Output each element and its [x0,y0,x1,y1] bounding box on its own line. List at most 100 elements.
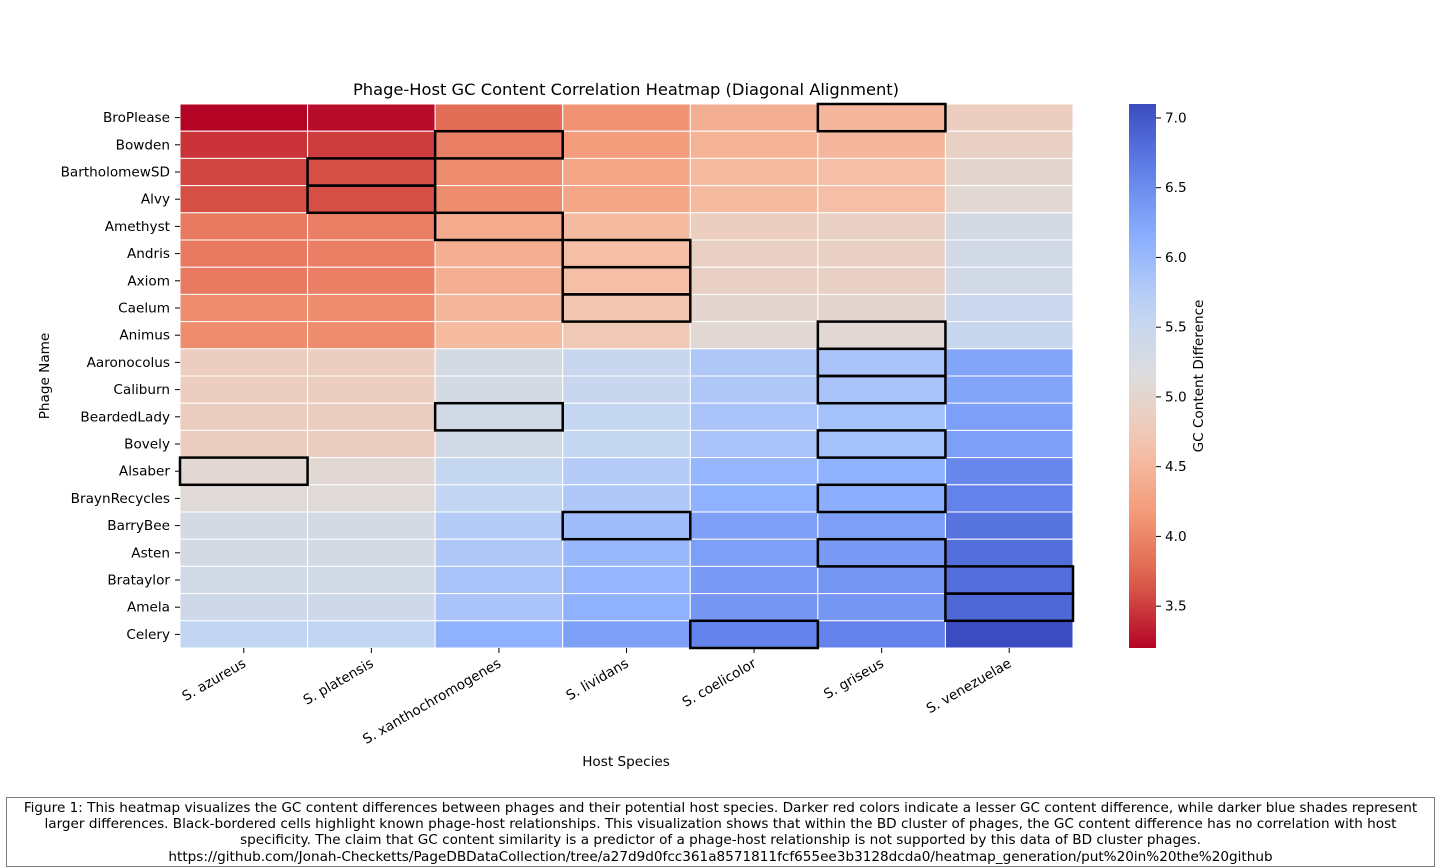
heatmap-cell [689,212,819,241]
heatmap-cell [562,185,691,214]
x-tick-label: S. lividans [563,656,631,705]
heatmap-cell [179,348,309,377]
y-tick-label: BarryBee [107,518,170,534]
colorbar-ticks: 3.5 4.0 4.5 5.0 5.5 6.0 6.5 7.0 [1156,110,1187,615]
heatmap-cell [689,239,819,268]
heatmap-cell [689,185,819,214]
heatmap-cell [817,457,946,486]
colorbar-tick-label: 5.0 [1165,389,1187,405]
heatmap-cell [562,130,691,159]
heatmap-cell [562,266,691,295]
highlight-border [816,102,947,133]
heatmap-cell [689,457,819,486]
heatmap-cell [944,130,1074,159]
heatmap-cell [562,484,691,513]
heatmap-cells [179,103,1074,649]
heatmap-cell [944,484,1074,513]
heatmap-cell [689,103,819,132]
heatmap-cell [179,484,309,513]
y-tick-label: BraynRecycles [71,491,170,507]
x-tick-label: S. azureus [180,656,249,705]
heatmap-cell [179,375,309,404]
x-tick-label: S. xanthochromogenes [360,656,504,748]
heatmap-cell [562,620,691,649]
heatmap-cell [179,212,309,241]
y-axis-label: Phage Name [37,333,53,420]
heatmap-cell [817,620,946,649]
heatmap-cell [562,293,691,323]
heatmap-cell [944,321,1074,350]
heatmap-cell [944,511,1074,540]
heatmap-cell [562,157,691,187]
heatmap-cell [817,212,946,241]
heatmap-cell [817,593,946,622]
heatmap-cell [689,484,819,513]
heatmap-cell [562,565,691,595]
heatmap-cell [179,293,309,323]
highlight-border [433,401,564,432]
heatmap-cell [434,348,564,377]
heatmap-cell [179,620,309,649]
heatmap-cell [434,593,564,622]
heatmap-cell [179,457,309,486]
y-tick-label: Aaronocolus [87,355,170,371]
y-tick-label: BeardedLady [80,409,170,425]
heatmap-cell [562,212,691,241]
heatmap-cell [562,511,691,540]
colorbar-gradient [1129,104,1156,648]
heatmap-cell [944,402,1074,431]
heatmap-cell [817,321,946,350]
heatmap-cell [689,538,819,567]
caption-line: larger differences. Black-bordered cells… [44,816,1397,833]
heatmap-cell [434,429,564,459]
y-tick-label: Brataylor [107,573,170,589]
caption-line: specificity. The claim that GC content s… [240,832,1201,849]
heatmap-cell [817,348,946,377]
heatmap-cell [689,321,819,350]
x-tick-label: S. platensis [301,656,377,709]
heatmap-cell [179,266,309,295]
highlight-border [561,293,692,323]
heatmap-cell [562,375,691,404]
heatmap-cell [434,157,564,187]
highlight-border [816,429,947,459]
heatmap-cell [817,266,946,295]
highlight-border [306,184,437,215]
heatmap-cell [817,239,946,268]
caption-line: Figure 1: This heatmap visualizes the GC… [23,800,1418,816]
heatmap-cell [179,538,309,567]
heatmap-cell [944,565,1074,595]
figure-caption: Figure 1: This heatmap visualizes the GC… [6,797,1435,867]
heatmap-cell [307,130,436,159]
x-tick-label: S. venezuelae [924,656,1014,717]
heatmap-cell [689,375,819,404]
heatmap-cell [689,266,819,295]
heatmap-cell [179,321,309,350]
heatmap-cell [817,293,946,323]
heatmap-cell [307,593,436,622]
heatmap-chart: Phage-Host GC Content Correlation Heatma… [37,80,1207,770]
y-tick-label: Caliburn [113,382,170,398]
y-tick-labels: BroPlease Bowden BartholomewSD Alvy Amethyst… [61,110,180,643]
heatmap-cell [179,239,309,268]
heatmap-cell [434,266,564,295]
heatmap-cell [689,511,819,540]
heatmap-cell [434,565,564,595]
heatmap-cell [179,185,309,214]
y-tick-label: Asten [131,545,170,561]
heatmap-cell [817,484,946,513]
heatmap-cell [944,293,1074,323]
heatmap-cell [307,239,436,268]
heatmap-cell [307,212,436,241]
heatmap-cell [434,457,564,486]
colorbar-label: GC Content Difference [1191,300,1207,453]
highlight-border [433,129,564,160]
colorbar: 3.5 4.0 4.5 5.0 5.5 6.0 6.5 7.0 GC Content Diff… [1129,104,1207,648]
heatmap-cell [817,157,946,187]
colorbar-tick-label: 6.5 [1165,180,1187,196]
heatmap-cell [434,321,564,350]
heatmap-cell [307,157,436,187]
heatmap-cell [689,565,819,595]
heatmap-cell [562,239,691,268]
heatmap-cell [434,511,564,540]
